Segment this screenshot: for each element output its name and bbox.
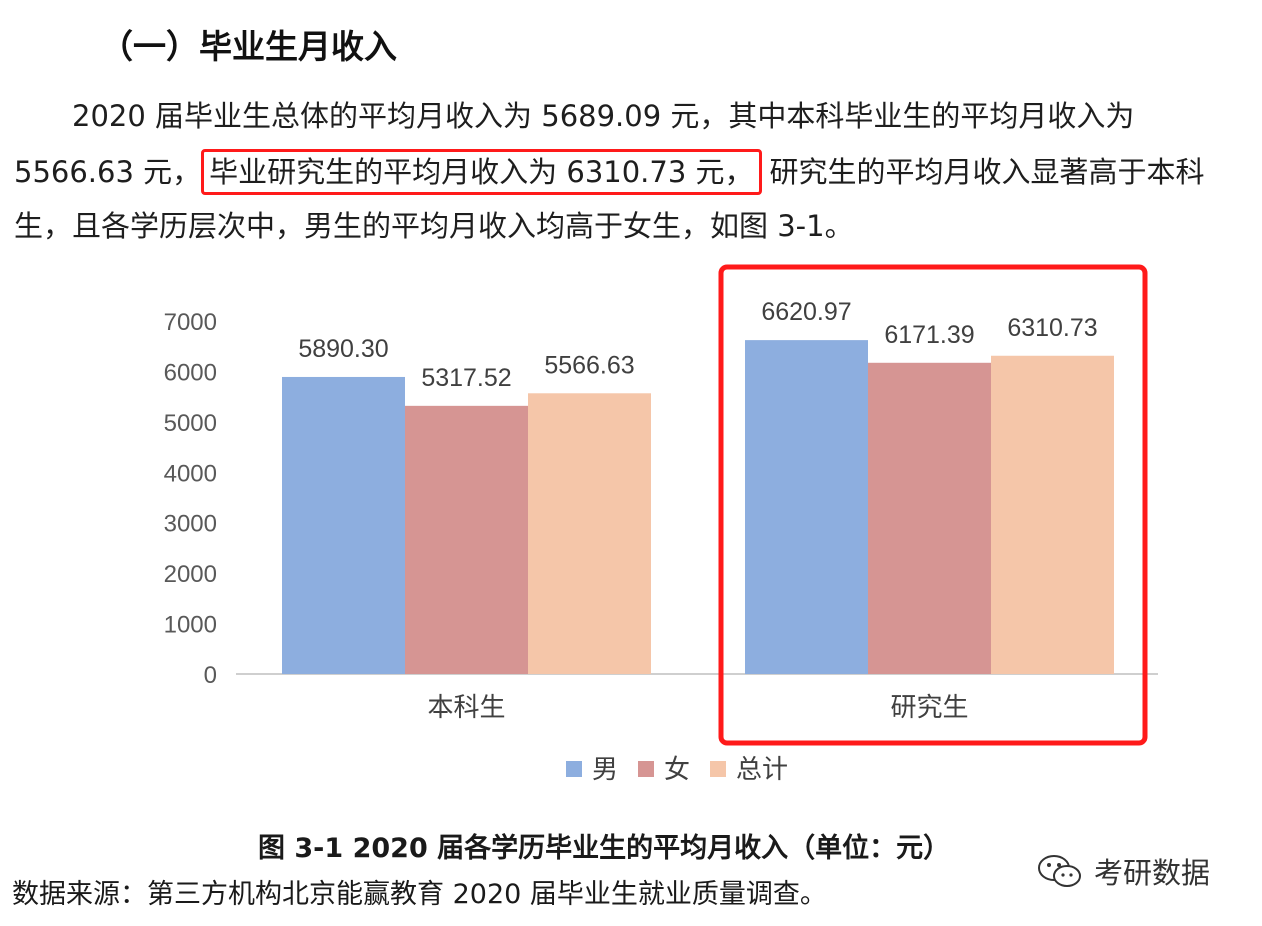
bar (282, 376, 405, 674)
paragraph-line-2-end: 研究生的平均月收入显著高于本科 (769, 155, 1205, 189)
category-label: 研究生 (890, 693, 968, 723)
bar (405, 405, 528, 674)
category-label: 本科生 (427, 693, 505, 723)
y-tick-label: 7000 (164, 309, 217, 336)
paragraph-line-2-start: 5566.63 元， (14, 155, 202, 189)
y-tick-label: 1000 (164, 612, 217, 639)
data-label: 5566.63 (544, 351, 634, 379)
bar (745, 340, 868, 674)
watermark-text: 考研数据 (1094, 856, 1211, 890)
income-bar-chart: 0 1000 2000 3000 4000 5000 6000 7000 5890.30 5317… (164, 264, 1158, 785)
legend-swatch (566, 761, 582, 777)
legend-label: 总计 (736, 755, 788, 785)
intro-paragraph: 2020 届毕业生总体的平均月收入为 5689.09 元，其中本科毕业生的平均月… (0, 92, 1262, 262)
data-source: 数据来源：第三方机构北京能赢教育 2020 届毕业生就业质量调查。 (12, 879, 827, 910)
y-tick-label: 0 (204, 662, 217, 689)
wechat-icon (1038, 855, 1081, 887)
y-tick-label: 3000 (164, 511, 217, 538)
legend-swatch (638, 761, 654, 777)
paragraph-line-3: 生，且各学历层次中，男生的平均月收入均高于女生，如图 3-1。 (14, 209, 854, 243)
section-title: （一）毕业生月收入 (100, 27, 397, 66)
bar (991, 355, 1114, 674)
y-tick-label: 2000 (164, 561, 217, 588)
highlight-box-text: 毕业研究生的平均月收入为 6310.73 元， (201, 149, 762, 195)
data-label: 6171.39 (884, 321, 974, 349)
data-label: 6620.97 (761, 298, 851, 326)
bar (528, 393, 651, 674)
bar (868, 362, 991, 674)
data-label: 5890.30 (298, 335, 388, 363)
y-tick-label: 5000 (164, 410, 217, 437)
legend-swatch (710, 761, 726, 777)
watermark: 考研数据 (1036, 850, 1210, 892)
figure-caption: 图 3-1 2020 届各学历毕业生的平均月收入（单位：元） (258, 833, 951, 864)
paragraph-line-1: 2020 届毕业生总体的平均月收入为 5689.09 元，其中本科毕业生的平均月… (72, 99, 1135, 133)
data-label: 6310.73 (1007, 314, 1097, 342)
data-label: 5317.52 (421, 364, 511, 392)
legend-label: 女 (664, 755, 690, 785)
highlight-box (718, 264, 1148, 746)
y-tick-label: 6000 (164, 359, 217, 386)
y-tick-label: 4000 (164, 460, 217, 487)
legend-label: 男 (592, 755, 618, 785)
paragraph-line-2: 5566.63 元， 毕业研究生的平均月收入为 6310.73 元， 研究生的平均月… (14, 149, 1205, 195)
